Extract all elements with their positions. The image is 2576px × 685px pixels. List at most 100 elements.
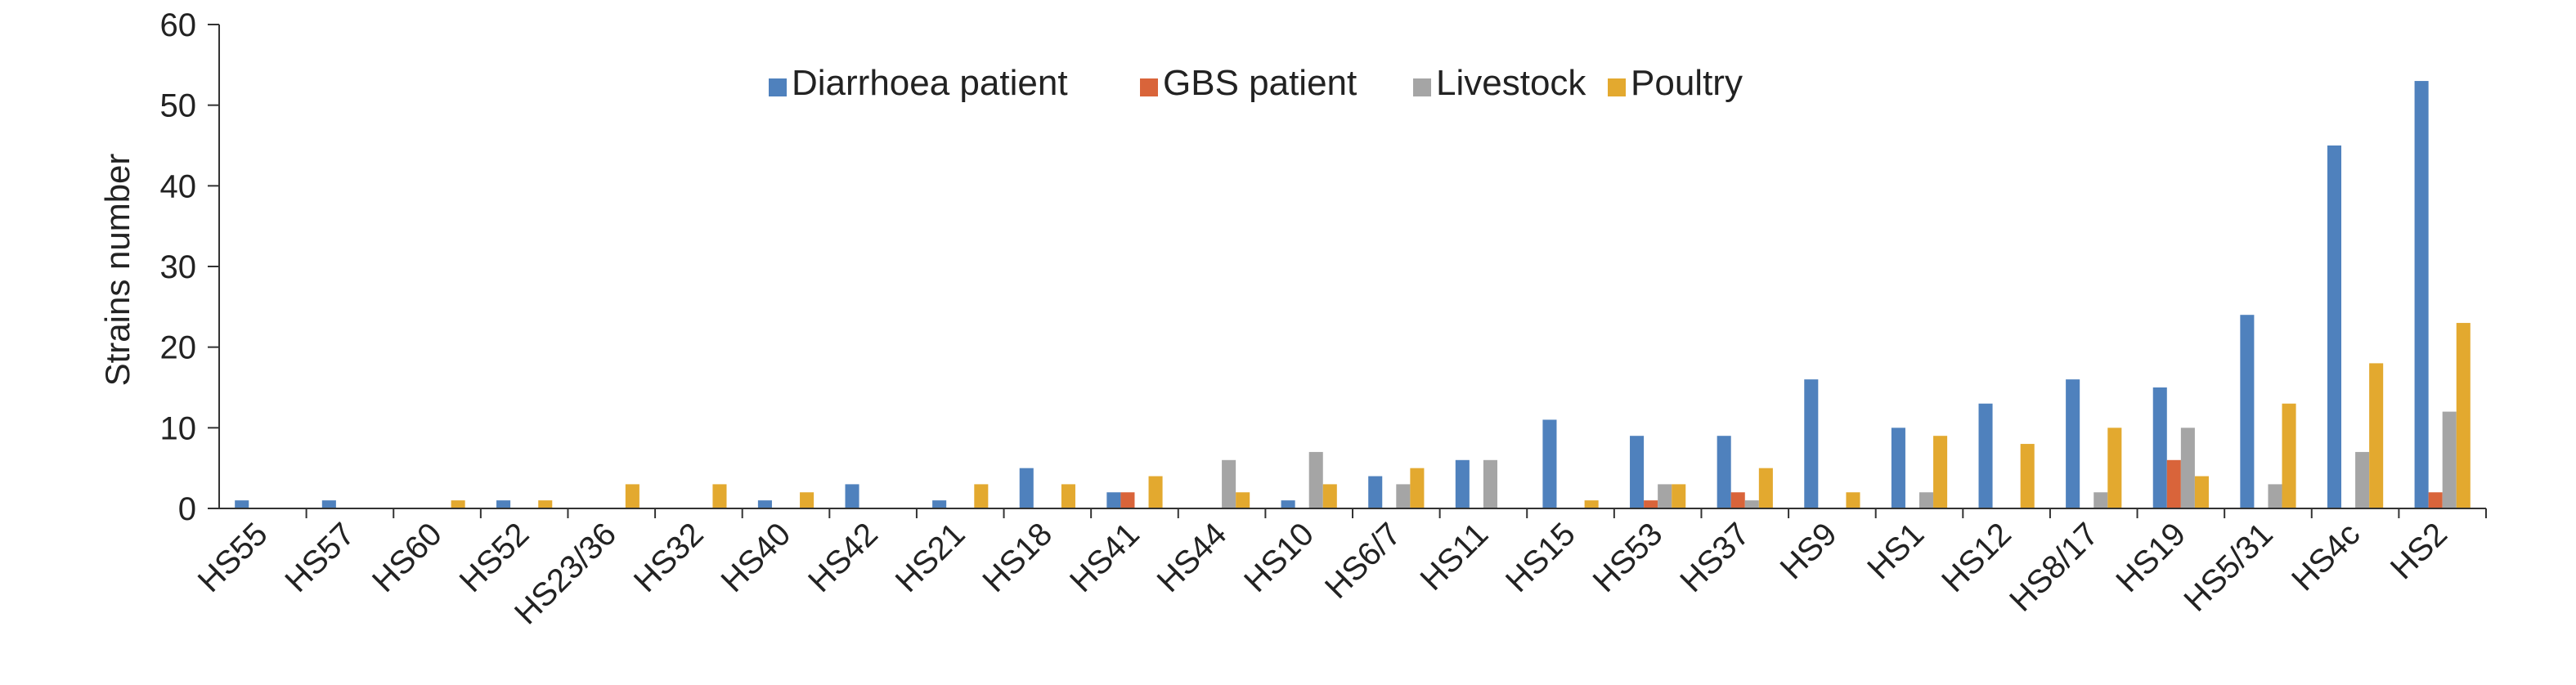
x-tick-label: HS9: [1774, 516, 1844, 586]
legend-label: Livestock: [1436, 63, 1586, 103]
bar: [1672, 484, 1686, 508]
bar: [2152, 387, 2167, 508]
bar: [1644, 500, 1658, 508]
legend-label: Poultry: [1631, 63, 1743, 103]
bar: [496, 500, 511, 508]
bar: [2107, 428, 2122, 508]
bar: [2414, 81, 2429, 509]
bar: [1322, 484, 1337, 508]
bar: [538, 500, 553, 508]
x-tick-label: HS19: [2109, 516, 2192, 599]
x-tick-label: HS55: [191, 516, 275, 599]
bar: [1410, 468, 1425, 508]
bar: [1308, 451, 1323, 508]
x-tick-label: HS6/7: [1318, 516, 1408, 606]
bar: [974, 484, 989, 508]
bar-series: [235, 81, 2487, 518]
bar: [2355, 451, 2370, 508]
y-axis-ticks: 0 10 20 30 40 50 60: [160, 7, 219, 527]
bar: [2442, 411, 2457, 508]
x-tick-label: HS8/17: [2003, 516, 2105, 618]
bar: [1630, 436, 1645, 508]
bar: [1584, 500, 1599, 508]
y-tick-label: 20: [160, 330, 197, 366]
bar: [2066, 379, 2080, 508]
bar: [1804, 379, 1819, 508]
bar: [2369, 363, 2384, 508]
y-tick-label: 50: [160, 88, 197, 124]
bar: [2327, 146, 2342, 508]
bar: [1658, 484, 1672, 508]
bar: [757, 500, 772, 508]
x-tick-label: HS2: [2384, 516, 2454, 586]
bar: [1061, 484, 1075, 508]
bar: [451, 500, 465, 508]
bar: [1222, 459, 1236, 508]
bar: [1919, 492, 1934, 508]
x-tick-label: HS32: [627, 516, 711, 599]
bar: [1019, 468, 1034, 508]
y-tick-label: 30: [160, 249, 197, 285]
bar: [1236, 492, 1250, 508]
x-tick-label: HS41: [1063, 516, 1147, 599]
legend-label: Diarrhoea patient: [792, 63, 1068, 103]
y-tick-label: 10: [160, 410, 197, 446]
x-tick-label: HS10: [1237, 516, 1321, 599]
bar: [2428, 492, 2443, 508]
x-tick-label: HS5/31: [2177, 516, 2279, 618]
bar: [1483, 459, 1497, 508]
x-tick-label: HS11: [1414, 516, 1496, 598]
legend-swatch: [1140, 78, 1158, 96]
bar: [845, 484, 859, 508]
bar: [1368, 476, 1383, 508]
bar: [1717, 436, 1731, 508]
bar: [1120, 492, 1135, 508]
y-tick-label: 0: [178, 491, 196, 527]
bar: [1455, 459, 1470, 508]
bar: [1933, 436, 1948, 508]
y-axis-title: Strains number: [98, 154, 137, 387]
bar: [1758, 468, 1773, 508]
bar: [1148, 476, 1163, 508]
bar: [712, 484, 727, 508]
bar: [321, 500, 336, 508]
x-tick-label: HS18: [976, 516, 1059, 599]
bar: [2282, 403, 2296, 508]
bar: [1744, 500, 1759, 508]
bar: [1978, 403, 1993, 508]
x-tick-label: HS12: [1935, 516, 2018, 599]
bar: [1846, 492, 1860, 508]
y-tick-label: 60: [160, 7, 197, 43]
x-tick-label: HS21: [889, 516, 972, 599]
x-tick-label: HS42: [801, 516, 885, 599]
bar: [2094, 492, 2108, 508]
x-tick-label: HS60: [366, 516, 449, 599]
bar: [2194, 476, 2209, 508]
bar: [2180, 428, 2195, 508]
x-tick-label: HS37: [1673, 516, 1757, 599]
bar: [1396, 484, 1411, 508]
x-tick-label: HS52: [453, 516, 536, 599]
legend: Diarrhoea patient GBS patient Livestock Pou…: [769, 63, 1743, 103]
x-tick-label: HS1: [1860, 516, 1931, 586]
legend-label: GBS patient: [1163, 63, 1357, 103]
x-tick-label: HS4c: [2285, 516, 2367, 598]
x-tick-label: HS15: [1499, 516, 1582, 599]
bar: [800, 492, 815, 508]
x-tick-label: HS44: [1151, 516, 1234, 599]
x-tick-label: HS57: [278, 516, 361, 599]
bar: [625, 484, 640, 508]
x-tick-label: HS53: [1586, 516, 1670, 599]
bar: [1106, 492, 1121, 508]
bar: [1730, 492, 1745, 508]
bar: [1891, 428, 1905, 508]
legend-swatch: [769, 78, 787, 96]
legend-swatch: [1608, 78, 1626, 96]
bar: [2166, 459, 2181, 508]
bar: [2020, 444, 2035, 508]
y-tick-label: 40: [160, 168, 197, 204]
bar: [1281, 500, 1295, 508]
bar: [932, 500, 947, 508]
